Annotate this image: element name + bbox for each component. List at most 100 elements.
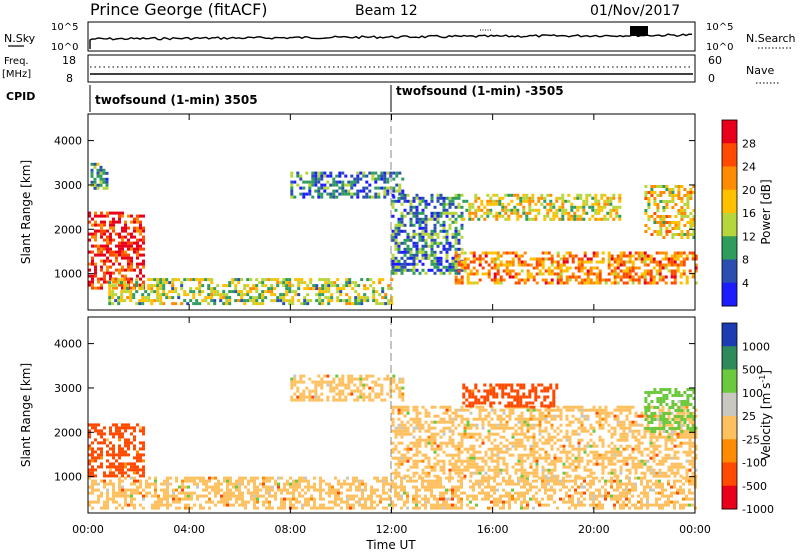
data-cell (97, 482, 100, 486)
data-cell (415, 438, 419, 442)
data-cell (109, 271, 112, 275)
data-cell (616, 450, 620, 454)
data-cell (127, 256, 130, 260)
data-cell (400, 250, 404, 254)
data-cell (520, 278, 524, 282)
data-cell (466, 456, 470, 460)
data-cell (619, 435, 623, 439)
data-cell (472, 447, 476, 451)
data-cell (394, 435, 398, 439)
data-cell (574, 479, 577, 483)
data-cell (235, 497, 238, 501)
data-cell (100, 250, 103, 254)
data-cell (613, 444, 617, 448)
data-cell (302, 195, 306, 199)
data-cell (511, 251, 515, 255)
data-cell (505, 420, 509, 424)
data-cell (490, 417, 494, 421)
data-cell (580, 257, 584, 261)
data-cell (472, 417, 476, 421)
data-cell (109, 277, 112, 281)
data-cell (106, 256, 109, 260)
data-cell (544, 429, 548, 433)
data-cell (571, 408, 575, 412)
data-cell (658, 272, 662, 276)
velocity-data-cells (88, 374, 698, 510)
data-cell (460, 266, 464, 270)
data-cell (472, 488, 475, 492)
data-cell (160, 500, 163, 504)
data-cell (628, 272, 632, 276)
data-cell (400, 220, 404, 224)
data-cell (352, 494, 355, 498)
data-cell (612, 205, 616, 209)
data-cell (658, 266, 662, 270)
nsky-strip-frame (87, 21, 696, 52)
data-cell (610, 482, 613, 486)
data-cell (91, 256, 94, 260)
data-cell (337, 491, 340, 495)
data-cell (325, 506, 328, 510)
data-cell (577, 266, 581, 270)
data-cell (392, 186, 396, 190)
data-cell (357, 302, 361, 306)
data-cell (193, 491, 196, 495)
data-cell (457, 459, 461, 463)
data-cell (358, 485, 361, 489)
data-cell (195, 302, 199, 306)
data-cell (276, 296, 280, 300)
data-cell (517, 462, 521, 466)
data-cell (625, 432, 629, 436)
data-cell (543, 214, 547, 218)
data-cell (342, 299, 346, 303)
data-cell (335, 195, 339, 199)
data-cell (433, 435, 437, 439)
data-cell (676, 257, 680, 261)
data-cell (568, 251, 572, 255)
data-cell (454, 254, 458, 258)
data-cell (534, 208, 538, 212)
data-cell (580, 491, 583, 495)
data-cell (686, 206, 690, 209)
data-cell (523, 260, 527, 264)
data-cell (580, 263, 584, 267)
data-cell (333, 281, 337, 285)
data-cell (528, 208, 532, 212)
data-cell (90, 180, 94, 184)
data-cell (226, 497, 229, 501)
data-cell (186, 293, 190, 297)
data-cell (314, 383, 318, 387)
data-cell (307, 482, 310, 486)
data-cell (619, 491, 622, 495)
data-cell (622, 435, 626, 439)
data-cell (439, 256, 443, 260)
data-cell (469, 479, 472, 483)
data-cell (562, 260, 566, 264)
data-cell (228, 302, 232, 306)
data-cell (507, 202, 511, 206)
data-cell (493, 263, 497, 267)
data-cell (424, 202, 428, 206)
data-cell (610, 257, 614, 261)
data-cell (508, 447, 512, 451)
data-cell (347, 383, 351, 387)
data-cell (329, 383, 333, 387)
data-cell (201, 299, 205, 303)
data-cell (262, 494, 265, 498)
data-cell (409, 476, 412, 480)
data-cell (359, 380, 363, 384)
data-cell (237, 278, 241, 282)
data-cell (204, 299, 208, 303)
data-cell (112, 217, 115, 221)
data-cell (241, 479, 244, 483)
data-cell (365, 374, 369, 378)
data-cell (378, 278, 382, 282)
data-cell (382, 485, 385, 489)
data-cell (91, 426, 94, 430)
data-cell (475, 450, 479, 454)
data-cell (490, 260, 494, 264)
data-cell (136, 479, 139, 483)
data-cell (96, 186, 100, 190)
data-cell (346, 488, 349, 492)
data-cell (544, 459, 548, 463)
